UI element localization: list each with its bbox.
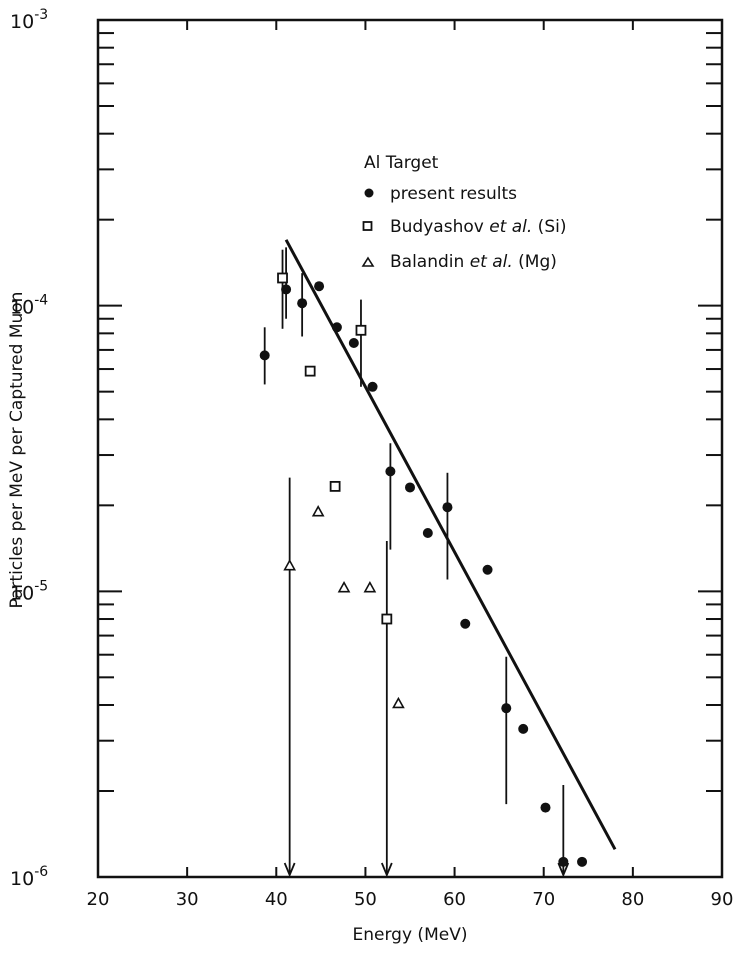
point-present-results (331, 322, 342, 333)
point-present-results (558, 856, 569, 867)
y-tick-label: 10-4 (10, 293, 48, 319)
point-present-results (259, 350, 270, 361)
point-budyashov (277, 272, 288, 284)
x-tick-label: 50 (354, 889, 377, 910)
data-marks (259, 239, 617, 878)
axes: 20 30 40 50 60 70 80 90 10-3 10-4 10-5 10-6 (10, 7, 733, 910)
point-balandin (337, 581, 351, 593)
x-tick-label: 70 (532, 889, 555, 910)
y-tick-label: 10-5 (10, 578, 48, 604)
x-tick-label: 80 (621, 889, 644, 910)
upper-limit-arrow (557, 862, 570, 878)
point-present-results (577, 856, 588, 867)
fit-line (284, 239, 617, 851)
point-budyashov (304, 365, 316, 377)
point-present-results (367, 381, 378, 392)
plot-frame (96, 18, 724, 879)
x-tick-label: 60 (443, 889, 466, 910)
x-axis-label: Energy (MeV) (353, 925, 468, 945)
point-present-results (314, 281, 325, 292)
legend: Al Target present results Budyashov et a… (361, 153, 566, 272)
point-budyashov (381, 613, 393, 625)
y-axis-label: Particles per MeV per Captured Muon (7, 292, 27, 609)
upper-limit-arrow (283, 862, 296, 878)
x-tick-label: 30 (176, 889, 199, 910)
legend-title: Al Target (364, 153, 439, 173)
x-tick-label: 40 (265, 889, 288, 910)
x-tick-label: 90 (711, 889, 734, 910)
legend-marker-square (362, 221, 373, 231)
point-present-results (501, 703, 512, 714)
legend-marker-triangle (361, 256, 375, 267)
point-budyashov (329, 480, 341, 492)
x-tick-label: 20 (87, 889, 110, 910)
upper-limit-arrow (380, 862, 393, 878)
point-present-results (442, 502, 453, 513)
y-tick-label: 10-6 (10, 864, 48, 890)
point-balandin (392, 696, 405, 709)
point-present-results (422, 528, 433, 539)
point-present-results (518, 723, 529, 734)
legend-entry-present: present results (390, 184, 517, 204)
point-present-results (348, 338, 359, 349)
point-balandin (363, 581, 377, 593)
legend-entry-balandin: Balandin et al. (Mg) (390, 252, 557, 272)
point-present-results (460, 618, 471, 629)
point-budyashov (355, 324, 367, 336)
legend-entry-budyashov: Budyashov et al. (Si) (390, 217, 566, 237)
point-present-results (482, 564, 493, 575)
point-balandin (283, 559, 297, 571)
legend-marker-circle (364, 188, 374, 198)
point-balandin (311, 505, 325, 517)
point-present-results (281, 284, 292, 295)
point-present-results (540, 802, 551, 813)
point-present-results (297, 298, 308, 309)
point-present-results (385, 466, 396, 477)
point-present-results (405, 482, 415, 493)
y-tick-label: 10-3 (10, 7, 48, 33)
